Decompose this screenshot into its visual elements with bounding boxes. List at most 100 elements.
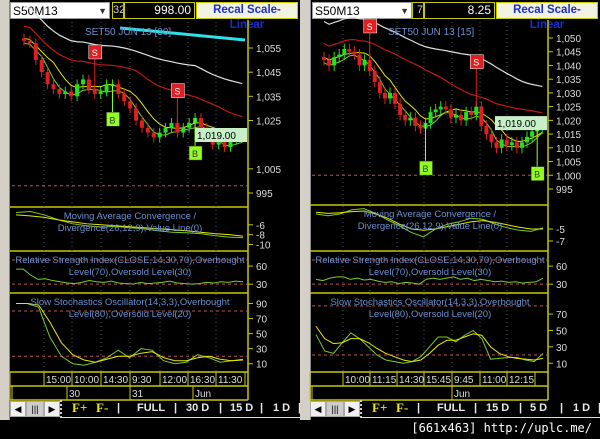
stoch-tick-label: 30 xyxy=(556,343,568,354)
time-label: 11:15 xyxy=(372,375,397,386)
candle-down xyxy=(418,125,423,129)
candle-down xyxy=(86,79,91,90)
scroll-left-icon[interactable]: ◀ xyxy=(10,401,26,417)
rsi-tick-label: 30 xyxy=(256,280,268,291)
candle-down xyxy=(69,91,74,97)
range-full-button[interactable]: FULL xyxy=(437,402,466,414)
price-tick-label: 1,025 xyxy=(556,103,581,114)
chart-panel-left: S50M13▼ 32 998.00 Recal Scale-Linear 1,0… xyxy=(0,0,302,420)
separator: | xyxy=(174,402,178,414)
buy-signal-marker xyxy=(419,160,433,176)
candle-down xyxy=(151,132,156,138)
scrollbar-thumb[interactable]: ||| xyxy=(26,401,44,417)
candle-up xyxy=(433,109,438,113)
separator: | xyxy=(219,402,223,414)
candle-down xyxy=(51,84,56,90)
zoom-out-button[interactable]: F- xyxy=(396,400,409,415)
candle-down xyxy=(134,108,139,121)
candle-down xyxy=(33,43,38,61)
macd-line xyxy=(15,210,244,239)
rsi-label: Relative Strength Index(CLOSE,14,30,70),… xyxy=(15,255,245,266)
range-button[interactable]: 15 D xyxy=(486,402,510,414)
price-tick-label: 1,045 xyxy=(556,48,581,59)
range-1d-button[interactable]: 1 D xyxy=(273,402,291,414)
rsi-line xyxy=(315,276,544,285)
candle-up xyxy=(519,142,524,148)
ma-mid-line xyxy=(323,54,543,148)
sell-signal-marker xyxy=(171,83,185,98)
candle-down xyxy=(145,127,150,133)
candle-up xyxy=(157,132,162,138)
zoom-in-button[interactable]: F+ xyxy=(372,400,388,415)
price-tick-label: 995 xyxy=(556,185,573,196)
stoch-tick-label: 90 xyxy=(256,300,268,311)
candle-up xyxy=(387,92,392,99)
ma-long-line xyxy=(323,17,543,88)
value-field[interactable]: 998.00 xyxy=(124,2,195,19)
candle-down xyxy=(514,142,519,148)
chevron-down-icon[interactable]: ▼ xyxy=(98,6,107,16)
rsi-line xyxy=(16,268,244,285)
price-tick-label: 1,045 xyxy=(256,68,281,79)
price-tick-label: 1,040 xyxy=(556,61,581,72)
candle-up xyxy=(104,84,109,92)
time-label: 16:30 xyxy=(190,375,215,386)
range-1d-button[interactable]: 1 D xyxy=(573,402,591,414)
range-button[interactable]: 15 D xyxy=(230,402,254,414)
candle-down xyxy=(352,51,357,55)
candle-down xyxy=(128,101,133,109)
macd-tick-label: -5 xyxy=(556,225,565,236)
recal-scale-button[interactable]: Recal Scale-Linear xyxy=(496,2,598,31)
candle-down xyxy=(57,89,62,94)
time-label: 12:15 xyxy=(509,375,534,386)
candle-up xyxy=(474,106,479,115)
recal-scale-button[interactable]: Recal Scale-Linear xyxy=(196,2,298,31)
candle-up xyxy=(362,59,367,66)
last-price-label: 1,019.00 xyxy=(197,131,236,142)
ma-long-line xyxy=(23,6,243,85)
date-label: 30 xyxy=(69,389,81,400)
interval-field[interactable]: 7 xyxy=(412,2,424,19)
scroll-right-icon[interactable]: ▶ xyxy=(344,401,360,417)
separator: | xyxy=(298,402,301,414)
last-price-label: 1,019.00 xyxy=(497,119,536,130)
macd-signal-line xyxy=(315,210,543,231)
chart-canvas: 1,055 1,045 1,035 1,025 1,005 995 S S B B SET50 JU… xyxy=(9,6,281,401)
macd-line xyxy=(315,208,544,238)
sell-signal-label: S xyxy=(367,22,373,32)
ma-slow-line xyxy=(323,38,543,114)
symbol-dropdown[interactable]: S50M13 ▼ xyxy=(312,2,412,19)
sell-signal-marker xyxy=(88,44,103,60)
rsi-tick-label: 60 xyxy=(256,262,268,273)
candle-up xyxy=(499,139,504,148)
stoch-label: Level(80),Oversold Level(20) xyxy=(69,309,192,320)
time-label: 12:00 xyxy=(162,375,187,386)
value-field[interactable]: 8.25 xyxy=(424,2,495,19)
range-button[interactable]: 5 D xyxy=(530,402,548,414)
time-label: 15:45 xyxy=(426,375,451,386)
sell-signal-marker xyxy=(363,18,377,34)
date-label: Jun xyxy=(195,389,211,400)
chart-canvas: 1,050 1,045 1,040 1,035 1,030 1,025 1,020 1,015… xyxy=(309,17,581,401)
scroll-left-icon[interactable]: ◀ xyxy=(310,401,326,417)
candle-up xyxy=(163,127,168,133)
macd-signal-line xyxy=(15,214,244,237)
stoch-tick-label: 70 xyxy=(556,310,568,321)
rsi-label: Relative Strength Index(CLOSE,14,30,70),… xyxy=(315,255,545,266)
chevron-down-icon[interactable]: ▼ xyxy=(400,6,409,16)
range-button[interactable]: 30 D xyxy=(186,402,210,414)
zoom-in-button[interactable]: F+ xyxy=(72,400,88,415)
scrollbar-thumb[interactable]: ||| xyxy=(326,401,344,417)
chart-panel-right: S50M13 ▼ 7 8.25 Recal Scale-Linear 1,050 1… xyxy=(300,0,600,420)
candle-down xyxy=(448,109,453,118)
buy-signal-marker xyxy=(530,166,545,181)
zoom-toolbar: F+ F- | FULL | 15 D | 5 D | 1 D | xyxy=(360,400,600,418)
zoom-out-button[interactable]: F- xyxy=(96,400,109,415)
range-full-button[interactable]: FULL xyxy=(137,402,166,414)
price-tick-label: 1,005 xyxy=(556,158,581,169)
interval-field[interactable]: 32 xyxy=(112,2,124,19)
separator: | xyxy=(560,402,564,414)
buy-signal-marker xyxy=(188,145,203,161)
stoch-k-line xyxy=(315,329,544,364)
scroll-right-icon[interactable]: ▶ xyxy=(44,401,60,417)
